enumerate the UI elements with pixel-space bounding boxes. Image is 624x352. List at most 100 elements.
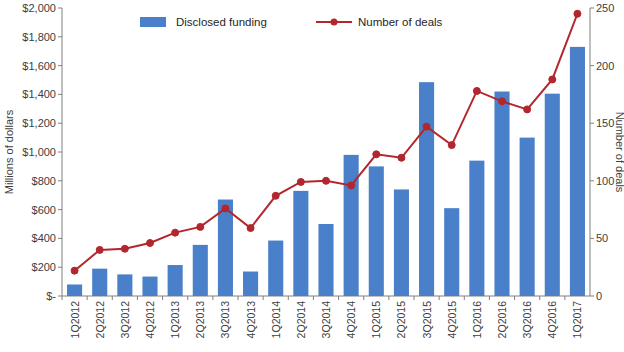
marker (147, 240, 154, 247)
y2-tick-label: 150 (596, 117, 614, 129)
x-tick (514, 296, 515, 300)
marker (121, 245, 128, 252)
x-tick (464, 296, 465, 300)
x-tick (388, 296, 389, 300)
marker (96, 246, 103, 253)
y-tick-label: $- (46, 290, 56, 302)
x-tick-label: 2Q2016 (496, 301, 508, 339)
x-tick (338, 296, 339, 300)
legend-label: Disclosed funding (176, 16, 267, 28)
x-tick-label: 3Q2015 (421, 301, 433, 339)
chart: $-$200$400$600$800$1,000$1,200$1,400$1,6… (0, 0, 624, 352)
legend-label: Number of deals (358, 16, 443, 28)
x-tick (62, 296, 63, 300)
x-tick (288, 296, 289, 300)
y-axis (62, 8, 63, 296)
bar (92, 269, 107, 296)
x-tick (187, 296, 188, 300)
bar (545, 94, 560, 296)
y2-tick (590, 180, 594, 181)
bar (494, 92, 509, 296)
x-tick (414, 296, 415, 300)
marker (348, 182, 355, 189)
marker (297, 178, 304, 185)
bar (318, 224, 333, 296)
bar (142, 277, 157, 296)
y-tick (58, 36, 62, 37)
y-tick-label: $800 (32, 175, 56, 187)
x-tick-label: 1Q2015 (370, 301, 382, 339)
y-tick (58, 267, 62, 268)
x-tick-label: 4Q2012 (144, 301, 156, 339)
marker (423, 123, 430, 130)
x-tick-label: 4Q2013 (245, 301, 257, 339)
x-tick-label: 4Q2015 (446, 301, 458, 339)
x-tick (439, 296, 440, 300)
x-tick (489, 296, 490, 300)
x-tick-label: 1Q2013 (169, 301, 181, 339)
y-tick (58, 94, 62, 95)
y2-tick-label: 50 (596, 232, 608, 244)
legend-marker (331, 19, 338, 26)
y-tick (58, 209, 62, 210)
y-tick-label: $200 (32, 261, 56, 273)
y-tick (58, 8, 62, 9)
x-tick (87, 296, 88, 300)
x-tick-label: 1Q2012 (69, 301, 81, 339)
x-tick (363, 296, 364, 300)
x-tick-label: 3Q2012 (119, 301, 131, 339)
marker (222, 205, 229, 212)
x-tick-label: 2Q2012 (94, 301, 106, 339)
marker (448, 142, 455, 149)
bar (419, 82, 434, 296)
marker (574, 10, 581, 17)
marker (549, 76, 556, 83)
marker (197, 223, 204, 230)
plot-area (67, 10, 585, 296)
bar (193, 245, 208, 296)
y-tick (58, 296, 62, 297)
y-tick (58, 180, 62, 181)
bar (344, 155, 359, 296)
bar (570, 47, 585, 296)
marker (71, 267, 78, 274)
y-tick-label: $2,000 (22, 2, 56, 14)
marker (172, 229, 179, 236)
y2-tick-label: 200 (596, 60, 614, 72)
bar (293, 191, 308, 296)
y2-tick (590, 8, 594, 9)
bar (67, 284, 82, 296)
x-tick-label: 1Q2017 (571, 301, 583, 339)
x-tick (212, 296, 213, 300)
x-tick (313, 296, 314, 300)
y-tick-label: $1,200 (22, 117, 56, 129)
y2-tick (590, 238, 594, 239)
marker (272, 192, 279, 199)
bar (168, 265, 183, 296)
y-tick-label: $600 (32, 204, 56, 216)
marker (499, 98, 506, 105)
y2-tick (590, 296, 594, 297)
line (75, 14, 578, 271)
y2-tick-label: 0 (596, 290, 602, 302)
bar (394, 189, 409, 296)
x-tick (539, 296, 540, 300)
y-tick-label: $1,000 (22, 146, 56, 158)
x-tick-label: 1Q2014 (270, 301, 282, 339)
x-tick (238, 296, 239, 300)
y-axis-title: Millions of dollars (3, 109, 15, 194)
x-tick (112, 296, 113, 300)
y-tick-label: $1,400 (22, 88, 56, 100)
bar (369, 166, 384, 296)
y2-axis (590, 8, 591, 296)
x-tick-label: 2Q2013 (194, 301, 206, 339)
x-tick-label: 3Q2016 (521, 301, 533, 339)
x-tick (263, 296, 264, 300)
x-tick-label: 1Q2016 (471, 301, 483, 339)
y2-axis-title: Number of deals (614, 112, 624, 193)
y-tick-label: $400 (32, 232, 56, 244)
y-tick (58, 152, 62, 153)
y2-tick (590, 65, 594, 66)
x-tick-label: 4Q2016 (546, 301, 558, 339)
x-tick-label: 2Q2015 (395, 301, 407, 339)
